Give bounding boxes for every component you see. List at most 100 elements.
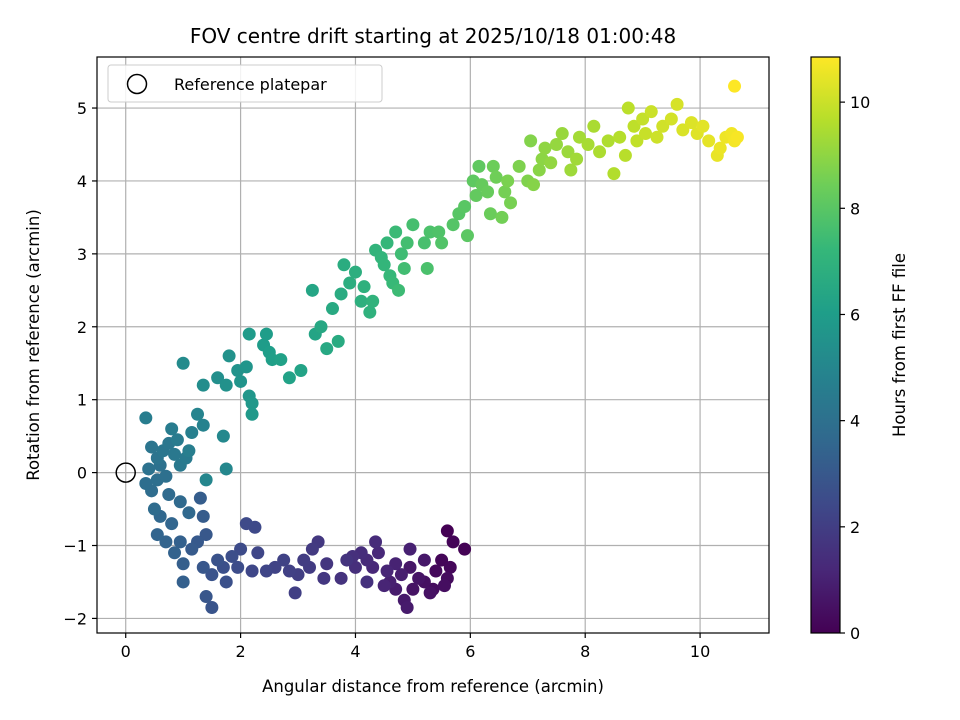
data-point [446,218,460,232]
data-point [380,236,394,250]
y-tick-label: −2 [63,609,87,628]
data-point [469,189,483,203]
data-point [621,101,635,115]
data-point [176,575,190,589]
data-point [713,141,727,155]
data-point [334,571,348,585]
data-point [305,542,319,556]
data-point [162,487,176,501]
data-point [182,506,196,520]
data-point [613,130,627,144]
data-point [354,294,368,308]
chart-title: FOV centre drift starting at 2025/10/18 … [190,24,676,48]
data-point [601,134,615,148]
data-point [656,119,670,133]
data-point [139,477,153,491]
data-point [728,79,742,93]
data-point [199,590,213,604]
colorbar-tick-label: 6 [850,305,860,324]
y-axis-ticks: −2 −1 0 1 2 3 4 5 [63,99,97,628]
data-point [406,582,420,596]
legend-entry-reference: Reference platepar [174,75,327,94]
data-point [636,112,650,126]
data-point [239,360,253,374]
data-point [555,127,569,141]
x-axis-ticks: 0 2 4 6 8 10 [121,633,710,661]
data-point [219,575,233,589]
data-point [348,265,362,279]
grid-lines [97,57,769,633]
data-point [282,371,296,385]
y-axis-label: Rotation from reference (arcmin) [24,209,43,481]
data-point [176,356,190,370]
data-point [423,586,437,600]
data-point [412,571,426,585]
data-point [486,159,500,173]
data-point [406,218,420,232]
y-tick-label: 5 [77,99,87,118]
colorbar-ticks: 0 2 4 6 8 10 [840,93,870,643]
legend-box [107,64,383,103]
data-point [481,185,495,199]
data-point [400,600,414,614]
data-point [288,586,302,600]
data-point [607,167,621,181]
data-point [644,105,658,119]
x-axis-label: Angular distance from reference (arcmin) [262,677,604,696]
data-point [587,119,601,133]
data-point [561,145,575,159]
y-tick-label: 4 [77,172,87,191]
plot-frame [96,56,770,634]
data-point [334,287,348,301]
data-point [670,97,684,111]
data-point [417,236,431,250]
data-point [205,568,219,582]
data-point [216,429,230,443]
colorbar-tick-label: 8 [850,199,860,218]
colorbar-gradient [810,56,841,634]
data-point [245,564,259,578]
data-point [245,407,259,421]
data-point [191,407,205,421]
data-point [702,134,716,148]
data-point [458,542,472,556]
data-point [305,283,319,297]
x-tick-label: 6 [465,642,475,661]
y-tick-label: 3 [77,245,87,264]
data-point [168,447,182,461]
y-tick-label: 2 [77,318,87,337]
data-point [460,229,474,243]
data-point [205,600,219,614]
data-point [570,152,584,166]
data-point [277,553,291,567]
data-point [170,433,184,447]
data-point [314,320,328,334]
data-point [397,261,411,275]
y-tick-label: 0 [77,464,87,483]
data-point [222,349,236,363]
data-point [394,568,408,582]
data-point [380,564,394,578]
data-point [234,374,248,388]
data-point [363,305,377,319]
legend: Reference platepar [107,64,383,103]
reference-point-marker [115,462,136,483]
data-point [357,280,371,294]
data-point [369,535,383,549]
colorbar-tick-label: 4 [850,412,860,431]
data-point [472,159,486,173]
data-point [524,134,538,148]
data-point [168,546,182,560]
data-point [196,509,210,523]
data-point [483,207,497,221]
data-point [259,564,273,578]
data-point [527,178,541,192]
data-point [650,130,664,144]
data-point [403,560,417,574]
data-point [219,378,233,392]
data-point [696,119,710,133]
data-point [429,564,443,578]
data-point [420,261,434,275]
data-point [147,502,161,516]
